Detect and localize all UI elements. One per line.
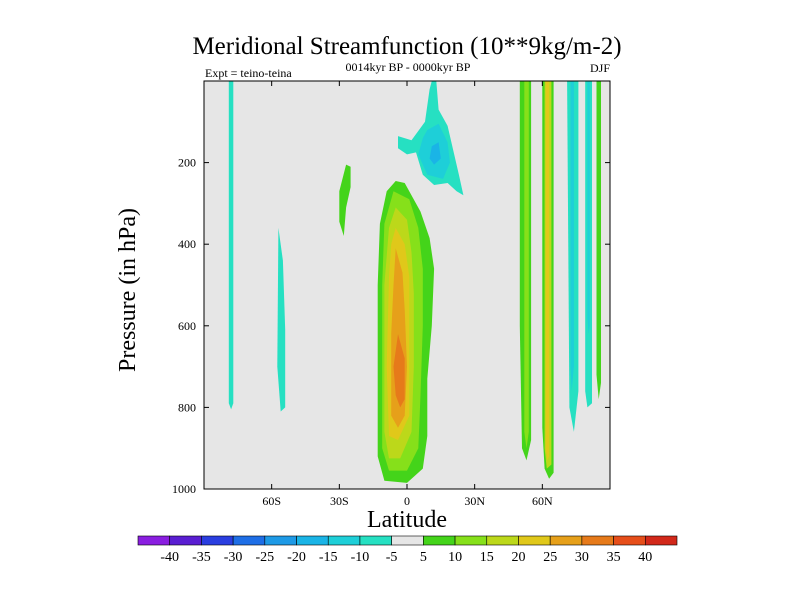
colorbar-label: -10 (351, 550, 370, 565)
colorbar-swatch (549, 535, 583, 546)
x-axis-label: Latitude (367, 507, 447, 533)
colorbar-swatch (264, 535, 297, 546)
colorbar-label: -15 (319, 550, 338, 565)
y-axis: 200 400 600 800 1000 (172, 156, 610, 496)
x-tick-label: 0 (404, 494, 410, 508)
colorbar-label: 10 (448, 550, 462, 565)
colorbar-swatch (613, 535, 646, 546)
contour-region-22 (596, 81, 601, 400)
contour-region-2 (277, 227, 286, 412)
experiment-label: Expt = teino-teina (205, 66, 292, 80)
colorbar-swatch (518, 535, 551, 546)
chart-title: Meridional Streamfunction (10**9kg/m-2) (192, 33, 621, 60)
contour-region-6 (429, 142, 441, 165)
colorbar-label: -25 (255, 550, 274, 565)
y-tick-label: 600 (178, 319, 196, 333)
season-label: DJF (590, 61, 610, 75)
colorbar-swatch (423, 535, 456, 546)
contour-region-19 (570, 81, 574, 392)
contour-region-1 (228, 81, 234, 410)
contour-region-17 (545, 81, 550, 461)
colorbar-swatch (169, 535, 202, 546)
contour-layer (228, 81, 601, 483)
y-tick-label: 800 (178, 400, 196, 414)
colorbar-label: -20 (287, 550, 306, 565)
colorbar-swatch (296, 535, 329, 546)
colorbar-label: 40 (638, 550, 652, 565)
y-tick-label: 1000 (172, 482, 196, 496)
x-tick-label: 60S (262, 494, 281, 508)
x-tick-label: 60N (532, 494, 553, 508)
colorbar-label: 35 (607, 550, 621, 565)
colorbar-swatch (581, 535, 614, 546)
colorbar-swatch (201, 535, 234, 546)
x-tick-label: 30N (464, 494, 485, 508)
x-tick-label: 30S (330, 494, 349, 508)
colorbar-label: 30 (575, 550, 589, 565)
colorbar: -40 -35 -30 -25 -20 -15 -10 -5 5 10 15 20 25 30 35 40 (137, 535, 678, 565)
contour-region-21 (587, 81, 590, 334)
contour-region-12 (393, 334, 405, 408)
colorbar-label: 25 (543, 550, 557, 565)
colorbar-swatch (137, 535, 171, 546)
colorbar-swatch (486, 535, 519, 546)
y-tick-label: 200 (178, 156, 196, 170)
colorbar-label: 5 (420, 550, 427, 565)
colorbar-label: 20 (512, 550, 526, 565)
y-axis-label: Pressure (in hPa) (115, 208, 141, 372)
contour-region-3 (339, 164, 351, 236)
colorbar-label: -35 (192, 550, 211, 565)
colorbar-swatch (359, 535, 392, 546)
colorbar-label: -30 (224, 550, 243, 565)
contour-region-14 (524, 81, 529, 449)
colorbar-label: -40 (160, 550, 179, 565)
colorbar-swatch (391, 535, 424, 546)
colorbar-label: -5 (386, 550, 398, 565)
colorbar-label: 15 (480, 550, 494, 565)
colorbar-swatch (644, 535, 678, 546)
colorbar-swatch (454, 535, 488, 546)
chart-subtitle: 0014kyr BP - 0000kyr BP (346, 60, 471, 74)
colorbar-swatch (232, 535, 266, 546)
y-tick-label: 400 (178, 237, 196, 251)
colorbar-swatch (327, 535, 361, 546)
x-axis: 60S 30S 0 30N 60N (262, 81, 553, 508)
